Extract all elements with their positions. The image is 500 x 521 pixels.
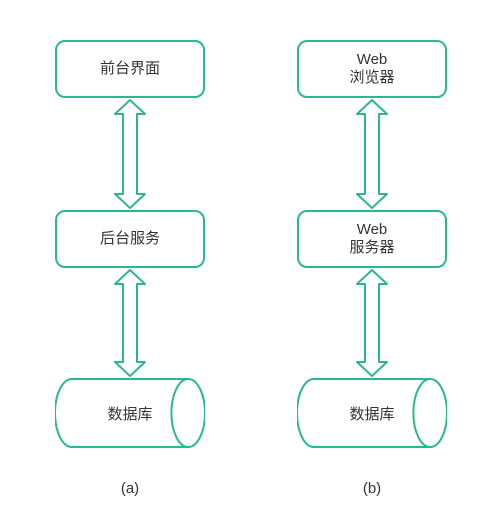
double-arrow-icon — [262, 98, 482, 210]
node-a-mid: 后台服务 — [55, 210, 205, 268]
node-b-mid-line-0: Web — [357, 221, 388, 239]
double-arrow-icon — [20, 98, 240, 210]
node-a-mid-line-0: 后台服务 — [100, 230, 160, 248]
node-a-bottom: 数据库 — [55, 378, 205, 448]
column-a: 前台界面后台服务数据库 (a) — [20, 0, 240, 521]
node-b-bottom: 数据库 — [297, 378, 447, 448]
node-b-top: Web浏览器 — [297, 40, 447, 98]
node-b-mid-line-1: 服务器 — [349, 239, 394, 257]
double-arrow-icon — [262, 268, 482, 378]
diagram-canvas: 前台界面后台服务数据库(a)Web浏览器Web服务器数据库(b) — [0, 0, 500, 521]
node-a-top-line-0: 前台界面 — [100, 60, 160, 78]
double-arrow-icon — [20, 268, 240, 378]
caption-b: (b) — [262, 480, 482, 497]
caption-a: (a) — [20, 480, 240, 497]
node-b-bottom-line-0: 数据库 — [349, 403, 394, 424]
node-b-top-line-0: Web — [357, 51, 388, 69]
node-b-top-line-1: 浏览器 — [349, 69, 394, 87]
node-b-mid: Web服务器 — [297, 210, 447, 268]
column-b: Web浏览器Web服务器数据库(b) — [262, 0, 482, 521]
node-a-bottom-line-0: 数据库 — [107, 403, 152, 424]
node-a-top: 前台界面 — [55, 40, 205, 98]
